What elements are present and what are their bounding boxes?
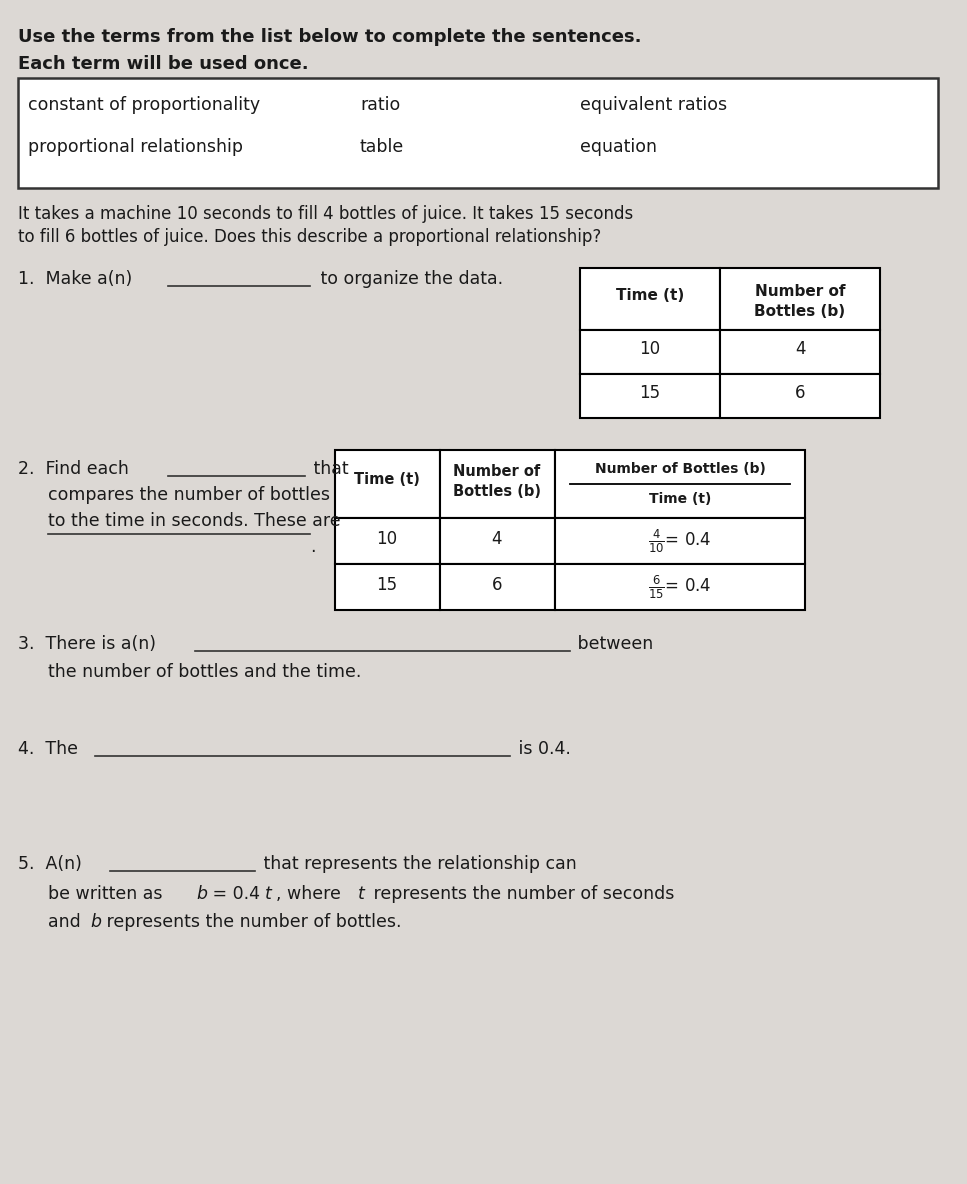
Text: compares the number of bottles: compares the number of bottles [48, 485, 330, 504]
Text: between: between [572, 635, 654, 654]
Bar [440, 450, 555, 519]
Text: b: b [90, 913, 101, 931]
Bar [335, 519, 440, 564]
Text: Time (t): Time (t) [616, 288, 684, 303]
Bar [440, 519, 555, 564]
Text: 4: 4 [492, 530, 502, 548]
Text: 5.  A(n): 5. A(n) [18, 855, 87, 873]
Text: 3.  There is a(n): 3. There is a(n) [18, 635, 161, 654]
Text: t: t [265, 884, 272, 903]
Text: is 0.4.: is 0.4. [513, 740, 571, 758]
Text: .: . [310, 538, 315, 556]
Text: 4: 4 [795, 340, 806, 358]
Bar [580, 374, 720, 418]
Text: and: and [48, 913, 86, 931]
Text: to fill 6 bottles of juice. Does this describe a proportional relationship?: to fill 6 bottles of juice. Does this de… [18, 229, 601, 246]
Text: $\frac{6}{15}$= 0.4: $\frac{6}{15}$= 0.4 [648, 573, 712, 600]
Bar [720, 268, 880, 330]
Text: 6: 6 [492, 575, 502, 594]
Text: equation: equation [580, 139, 657, 156]
Text: 15: 15 [376, 575, 397, 594]
Bar [18, 78, 938, 188]
Text: represents the number of bottles.: represents the number of bottles. [101, 913, 401, 931]
Text: be written as: be written as [48, 884, 168, 903]
Text: $\frac{4}{10}$= 0.4: $\frac{4}{10}$= 0.4 [648, 527, 712, 555]
Bar [580, 268, 720, 330]
Text: 4.  The: 4. The [18, 740, 83, 758]
Bar [555, 450, 805, 519]
Bar [720, 330, 880, 374]
Text: t: t [358, 884, 365, 903]
Bar [555, 564, 805, 610]
Text: , where: , where [276, 884, 346, 903]
Text: to the time in seconds. These are: to the time in seconds. These are [48, 511, 340, 530]
Text: 10: 10 [639, 340, 660, 358]
Text: Time (t): Time (t) [354, 472, 420, 487]
Text: to organize the data.: to organize the data. [315, 270, 503, 288]
Text: the number of bottles and the time.: the number of bottles and the time. [48, 663, 362, 681]
Text: represents the number of seconds: represents the number of seconds [368, 884, 674, 903]
Text: proportional relationship: proportional relationship [28, 139, 243, 156]
Text: Number of: Number of [454, 464, 541, 480]
Text: = 0.4: = 0.4 [207, 884, 260, 903]
Text: It takes a machine 10 seconds to fill 4 bottles of juice. It takes 15 seconds: It takes a machine 10 seconds to fill 4 … [18, 205, 633, 223]
Text: Bottles (b): Bottles (b) [754, 304, 845, 318]
Text: Number of Bottles (b): Number of Bottles (b) [595, 462, 766, 476]
Bar [440, 564, 555, 610]
Bar [720, 374, 880, 418]
Text: Number of: Number of [755, 284, 845, 300]
Text: constant of proportionality: constant of proportionality [28, 96, 260, 114]
Text: Each term will be used once.: Each term will be used once. [18, 54, 308, 73]
Bar [335, 564, 440, 610]
Bar [555, 519, 805, 564]
Bar [580, 330, 720, 374]
Bar [335, 450, 440, 519]
Text: Time (t): Time (t) [649, 493, 711, 506]
Text: b: b [196, 884, 207, 903]
Text: 1.  Make a(n): 1. Make a(n) [18, 270, 137, 288]
Text: that represents the relationship can: that represents the relationship can [258, 855, 576, 873]
Text: 2.  Find each: 2. Find each [18, 461, 134, 478]
Text: 10: 10 [376, 530, 397, 548]
Text: table: table [360, 139, 404, 156]
Text: equivalent ratios: equivalent ratios [580, 96, 727, 114]
Text: that: that [308, 461, 349, 478]
Text: ratio: ratio [360, 96, 400, 114]
Text: 15: 15 [639, 384, 660, 403]
Text: Use the terms from the list below to complete the sentences.: Use the terms from the list below to com… [18, 28, 641, 46]
Text: Bottles (b): Bottles (b) [453, 484, 541, 498]
Text: 6: 6 [795, 384, 806, 403]
